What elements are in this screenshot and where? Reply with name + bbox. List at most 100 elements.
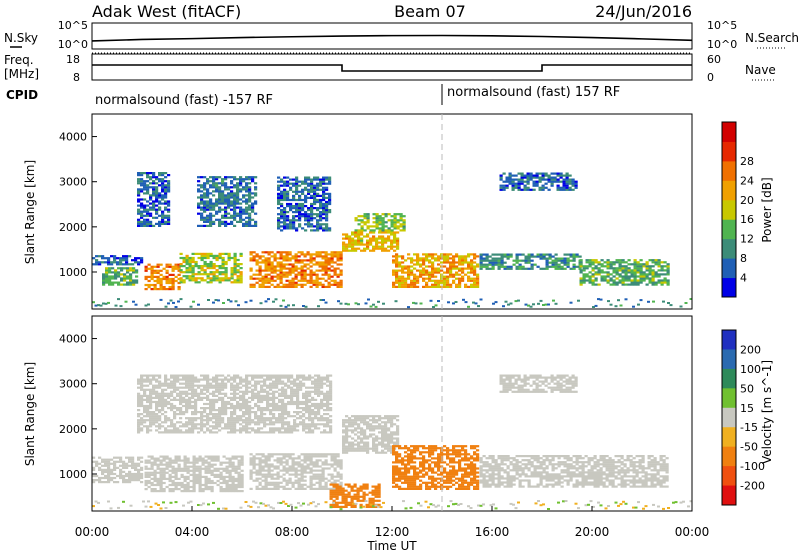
heatmap-cell <box>407 267 411 270</box>
heatmap-cell <box>270 269 274 272</box>
heatmap-cell <box>633 269 637 272</box>
heatmap-cell <box>161 178 165 181</box>
heatmap-cell <box>264 463 268 466</box>
heatmap-cell <box>239 275 243 278</box>
heatmap-cell <box>207 461 211 464</box>
heatmap-cell <box>560 267 564 270</box>
heatmap-cell <box>188 277 192 280</box>
heatmap-cell <box>422 285 426 288</box>
heatmap-cell <box>306 259 310 262</box>
heatmap-cell <box>252 455 256 458</box>
heatmap-cell <box>150 275 154 278</box>
heatmap-cell <box>324 265 328 268</box>
heatmap-cell <box>407 265 411 268</box>
heatmap-cell <box>633 281 637 284</box>
heatmap-cell <box>215 202 219 205</box>
heatmap-cell <box>529 178 533 181</box>
heatmap-cell <box>338 493 342 496</box>
heatmap-cell <box>191 275 195 278</box>
heatmap-cell <box>283 225 287 228</box>
heatmap-cell <box>298 180 302 183</box>
heatmap-cell <box>150 473 154 476</box>
heatmap-cell <box>369 237 373 240</box>
heatmap-cell <box>398 461 402 464</box>
heatmap-cell <box>325 209 329 212</box>
heatmap-cell <box>327 283 331 286</box>
heatmap-cell <box>165 477 169 480</box>
heatmap-cell <box>603 265 607 268</box>
heatmap-cell <box>562 188 566 191</box>
heatmap-cell <box>345 425 349 428</box>
heatmap-cell <box>164 194 168 197</box>
heatmap-cell <box>228 463 232 466</box>
heatmap-cell <box>642 273 646 276</box>
heatmap-cell <box>156 457 160 460</box>
heatmap-cell <box>171 469 175 472</box>
heatmap-cell <box>485 461 489 464</box>
heatmap-cell <box>572 257 576 260</box>
heatmap-cell <box>560 265 564 268</box>
heatmap-cell <box>102 279 106 282</box>
heatmap-cell <box>488 483 492 486</box>
heatmap-cell <box>224 224 228 227</box>
heatmap-cell <box>425 451 429 454</box>
heatmap-cell <box>651 271 655 274</box>
heatmap-cell <box>437 485 441 488</box>
heatmap-cell <box>390 425 394 428</box>
heatmap-cell <box>482 469 486 472</box>
heatmap-cell <box>328 182 332 185</box>
heatmap-cell <box>140 472 144 476</box>
heatmap-cell <box>146 220 150 223</box>
heatmap-cell <box>101 257 105 260</box>
heatmap-cell <box>95 479 99 482</box>
heatmap-cell <box>321 261 325 264</box>
heatmap-cell <box>140 259 144 262</box>
heatmap-cell <box>280 180 284 183</box>
heatmap-cell <box>285 257 289 260</box>
heatmap-cell <box>192 488 196 491</box>
heatmap-cell <box>230 214 234 217</box>
heatmap-cell <box>479 471 483 474</box>
heatmap-cell <box>517 186 521 189</box>
heatmap-cell <box>324 269 328 272</box>
heatmap-cell <box>164 305 168 308</box>
heatmap-cell <box>401 279 405 282</box>
heatmap-cell <box>434 471 438 474</box>
heatmap-cell <box>216 455 220 458</box>
heatmap-cell <box>339 473 343 476</box>
heatmap-cell <box>523 188 527 191</box>
heatmap-cell <box>264 285 268 288</box>
heatmap-cell <box>319 182 323 185</box>
heatmap-cell <box>458 277 462 280</box>
heatmap-cell <box>335 505 339 508</box>
heatmap-cell <box>518 259 522 262</box>
heatmap-cell <box>221 220 225 223</box>
heatmap-cell <box>116 481 120 484</box>
heatmap-cell <box>122 470 126 473</box>
heatmap-cell <box>569 301 573 304</box>
heatmap-cell <box>218 277 222 280</box>
heatmap-cell <box>188 265 192 268</box>
heatmap-cell <box>116 474 120 478</box>
heatmap-cell <box>330 463 334 466</box>
heatmap-cell <box>140 198 144 201</box>
heatmap-cell <box>204 475 208 478</box>
heatmap-cell <box>545 483 549 486</box>
heatmap-cell <box>338 501 342 504</box>
heatmap-cell <box>378 237 382 240</box>
heatmap-cell <box>318 459 322 462</box>
heatmap-cell <box>267 269 271 272</box>
heatmap-cell <box>239 279 243 282</box>
heatmap-cell <box>518 483 522 486</box>
heatmap-cell <box>167 222 171 225</box>
heatmap-cell <box>524 455 528 458</box>
heatmap-cell <box>322 186 326 189</box>
heatmap-cell <box>203 254 207 257</box>
heatmap-cell <box>183 477 187 480</box>
heatmap-cell <box>174 459 178 462</box>
heatmap-cell <box>506 473 510 476</box>
heatmap-cell <box>372 433 376 436</box>
heatmap-cell <box>233 258 237 262</box>
heatmap-cell <box>230 194 234 197</box>
heatmap-cell <box>413 275 417 278</box>
